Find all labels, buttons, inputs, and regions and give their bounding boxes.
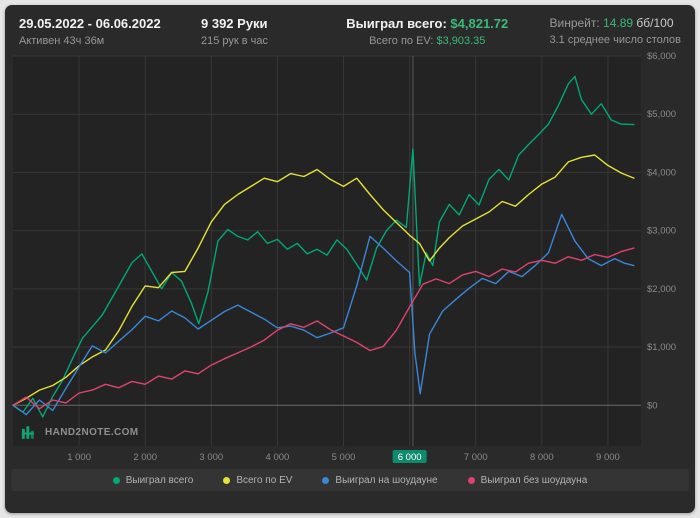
winnings-graph-canvas[interactable]: 1 000 2 000 3 000 4 000 5 000 6 000 7 000 8 000…	[11, 52, 689, 466]
ev-total-value: $3,903.35	[436, 35, 486, 47]
svg-text:4 000: 4 000	[266, 452, 290, 463]
svg-text:9 000: 9 000	[596, 452, 620, 463]
ev-total-label: Всего по EV:	[369, 35, 434, 47]
won-total-label: Выиграл всего:	[346, 16, 447, 31]
legend-dot-showdown	[322, 476, 330, 484]
hand2note-graph-window: 29.05.2022 - 06.06.2022 Активен 43ч 36м …	[5, 5, 695, 513]
legend-dot-non-showdown	[467, 476, 475, 484]
svg-text:2 000: 2 000	[133, 452, 157, 463]
svg-text:8 000: 8 000	[530, 452, 554, 463]
legend-item-non-showdown[interactable]: Выиграл без шоудауна	[467, 474, 588, 486]
svg-text:$3,000: $3,000	[647, 226, 676, 237]
legend-dot-ev	[223, 476, 231, 484]
svg-text:$1,000: $1,000	[647, 342, 676, 353]
legend-item-won-total[interactable]: Выиграл всего	[112, 474, 194, 486]
winnings-block: Выиграл всего: $4,821.72 Всего по EV: $3…	[305, 16, 549, 47]
svg-text:1 000: 1 000	[67, 452, 91, 463]
winrate-line: Винрейт: 14.89 бб/100	[549, 16, 681, 30]
legend-label-won-total: Выиграл всего	[125, 474, 194, 486]
winrate-unit: бб/100	[636, 16, 674, 30]
date-range: 29.05.2022 - 06.06.2022	[19, 16, 161, 31]
hands-block: 9 392 Руки 215 рук в час	[201, 16, 305, 47]
hands-per-hour: 215 рук в час	[201, 35, 269, 47]
stats-header: 29.05.2022 - 06.06.2022 Активен 43ч 36м …	[5, 5, 695, 50]
hand2note-logo: HAND2NOTE.COM	[21, 425, 139, 440]
legend-dot-won-total	[112, 476, 120, 484]
legend-label-ev: Всего по EV	[236, 474, 293, 486]
legend-item-ev[interactable]: Всего по EV	[223, 475, 292, 486]
svg-text:$6,000: $6,000	[647, 52, 676, 62]
date-range-block: 29.05.2022 - 06.06.2022 Активен 43ч 36м	[19, 16, 201, 47]
legend-item-showdown[interactable]: Выиграл на шоудауне	[322, 474, 438, 486]
svg-text:$2,000: $2,000	[647, 284, 676, 295]
legend-label-non-showdown: Выиграл без шоудауна	[480, 474, 588, 486]
svg-text:$0: $0	[647, 400, 658, 411]
active-time: Активен 43ч 36м	[19, 35, 105, 47]
hand2note-logo-icon	[21, 426, 34, 439]
svg-text:6 000: 6 000	[398, 452, 422, 463]
avg-tables: 3.1 среднее число столов	[549, 34, 681, 46]
winrate-block: Винрейт: 14.89 бб/100 3.1 среднее число …	[549, 16, 681, 46]
svg-text:7 000: 7 000	[464, 452, 488, 463]
svg-text:$4,000: $4,000	[647, 167, 676, 178]
svg-text:5 000: 5 000	[332, 452, 356, 463]
svg-text:$5,000: $5,000	[647, 109, 676, 120]
chart-legend: Выиграл всего Всего по EV Выиграл на шоу…	[11, 469, 689, 491]
svg-text:3 000: 3 000	[199, 452, 223, 463]
won-total-value: $4,821.72	[450, 16, 509, 31]
logo-text: HAND2NOTE.COM	[45, 427, 139, 438]
hands-count: 9 392 Руки	[201, 16, 268, 31]
legend-label-showdown: Выиграл на шоудауне	[335, 474, 438, 486]
winrate-label: Винрейт:	[549, 16, 600, 30]
winnings-graph[interactable]: 1 000 2 000 3 000 4 000 5 000 6 000 7 000 8 000…	[11, 52, 689, 466]
ev-total-line: Всего по EV: $3,903.35	[305, 35, 549, 47]
won-total-line: Выиграл всего: $4,821.72	[305, 16, 549, 31]
winrate-value: 14.89	[603, 16, 634, 30]
